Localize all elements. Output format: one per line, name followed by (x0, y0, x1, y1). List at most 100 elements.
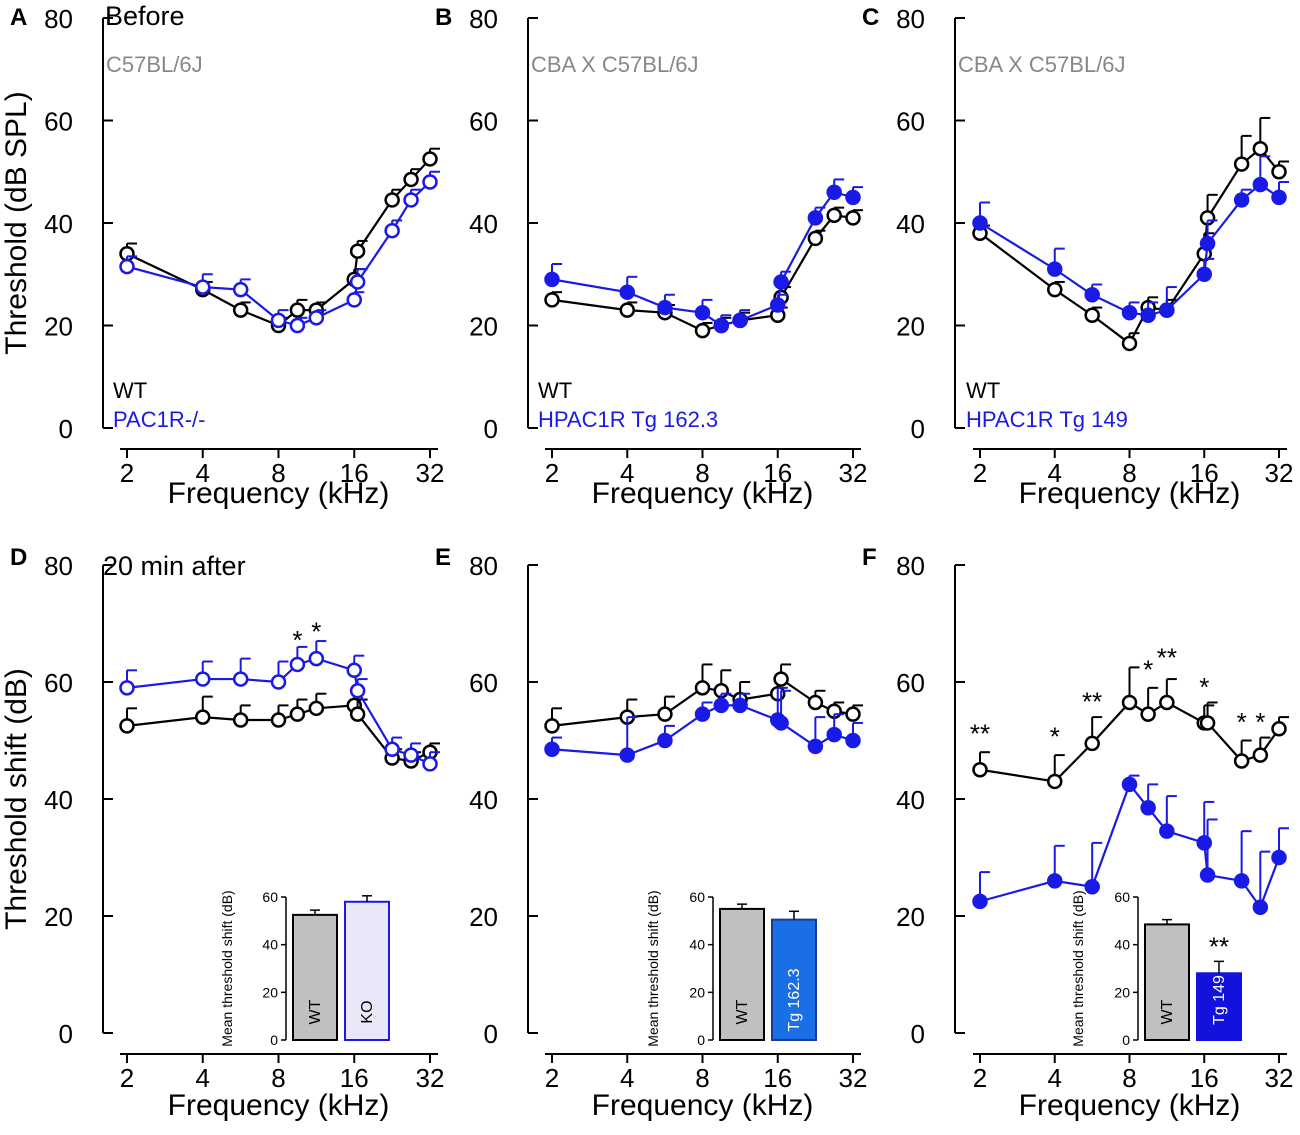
significance-star: * (1143, 654, 1153, 684)
data-point (1047, 773, 1063, 790)
inset-y-tick-label: 60 (689, 889, 705, 905)
data-point (773, 671, 789, 687)
data-point (1252, 176, 1269, 193)
data-point (1159, 302, 1175, 318)
inset-y-tick-label: 60 (1114, 889, 1130, 905)
data-point (308, 310, 325, 326)
data-point (119, 258, 135, 275)
x-tick-label: 4 (196, 458, 210, 488)
panel-d: D 0 20 40 60 80 2 4 8 16 32 Frequency (kHz) Threshol… (0, 544, 444, 1122)
series-line (979, 701, 1280, 783)
y-tick-label: 80 (896, 4, 925, 34)
y-tick-label: 80 (44, 551, 73, 581)
y-tick-label: 80 (469, 551, 498, 581)
data-point (826, 207, 842, 224)
data-point (289, 706, 306, 722)
x-tick-label: 4 (620, 458, 634, 488)
data-point (308, 700, 325, 717)
y-axis-label: Threshold (dB SPL) (0, 91, 33, 354)
strain-label: CBA X C57BL/6J (531, 52, 699, 77)
data-point (349, 243, 366, 259)
panel-letter: B (435, 4, 452, 31)
x-tick-label: 8 (271, 458, 285, 488)
series-hpac1r-tg-162-3 (544, 178, 863, 334)
y-tick-label: 40 (896, 785, 925, 815)
y-tick-label: 60 (44, 107, 73, 137)
data-point (544, 718, 560, 734)
data-point (826, 184, 842, 200)
inset-bar-label: KO (359, 1000, 376, 1023)
inset-bar (771, 918, 817, 1041)
x-tick-label: 2 (973, 1063, 987, 1093)
data-point (657, 299, 673, 316)
inset-y-axis-label: Mean threshold shift (dB) (1070, 890, 1086, 1046)
inset-bar-chart: 0 20 40 60 Mean threshold shift (dB) WT Tg 149… (1070, 889, 1242, 1048)
x-tick-label: 16 (340, 1063, 369, 1093)
data-point (403, 192, 419, 208)
y-tick-label: 40 (44, 785, 73, 815)
significance-star: ** (970, 719, 990, 749)
x-tick-label: 8 (1122, 458, 1136, 488)
legend-entry: HPAC1R Tg 149 (966, 407, 1128, 432)
significance-star: * (311, 616, 321, 646)
data-point (1084, 307, 1100, 323)
inset-bar-label: Tg 149 (1211, 975, 1228, 1025)
x-tick-label: 2 (545, 458, 559, 488)
inset-y-axis-label: Mean threshold shift (dB) (645, 890, 661, 1046)
inset-bar-label: WT (1159, 999, 1176, 1024)
data-point (1199, 235, 1216, 252)
y-tick-label: 60 (896, 668, 925, 698)
y-tick-label: 40 (469, 209, 498, 239)
y-tick-label: 20 (44, 312, 73, 342)
data-point (1233, 873, 1250, 889)
data-point (232, 302, 249, 318)
data-point (807, 738, 824, 755)
legend-entry: HPAC1R Tg 162.3 (538, 407, 718, 432)
data-point (403, 171, 419, 188)
data-point (1233, 192, 1250, 208)
inset-y-axis-label: Mean threshold shift (dB) (219, 890, 235, 1046)
data-point (845, 210, 861, 226)
y-tick-label: 20 (896, 312, 925, 342)
inset-y-tick-label: 40 (1114, 937, 1130, 953)
y-axis-label: Threshold shift (dB) (0, 668, 33, 930)
x-axis-label: Frequency (kHz) (1019, 477, 1241, 510)
data-point (195, 279, 211, 295)
x-tick-label: 2 (973, 458, 987, 488)
y-tick-label: 60 (469, 107, 498, 137)
y-tick-label: 80 (44, 4, 73, 34)
data-point (384, 222, 400, 239)
y-tick-label: 20 (469, 312, 498, 342)
inset-y-tick-label: 20 (689, 984, 705, 1000)
data-point (1271, 189, 1287, 206)
data-point (694, 706, 711, 722)
inset-bar (292, 913, 338, 1041)
x-tick-label: 4 (196, 1063, 210, 1093)
series-tg-149 (972, 774, 1289, 915)
panel-letter: F (862, 544, 877, 571)
data-point (1047, 281, 1063, 298)
x-axis-label: Frequency (kHz) (168, 477, 390, 510)
x-tick-label: 16 (1190, 1063, 1219, 1093)
data-point (232, 281, 249, 298)
data-point (972, 893, 988, 910)
x-tick-label: 16 (763, 1063, 792, 1093)
significance-star: * (292, 625, 302, 655)
x-tick-label: 32 (839, 458, 868, 488)
series-line (126, 181, 431, 327)
inset-significance-star: ** (1209, 931, 1229, 961)
data-point (289, 656, 306, 673)
data-point (403, 747, 419, 763)
x-tick-label: 16 (340, 458, 369, 488)
y-tick-label: 40 (44, 209, 73, 239)
inset-y-tick-label: 40 (262, 937, 278, 953)
y-tick-label: 60 (896, 107, 925, 137)
data-point (1271, 849, 1287, 866)
data-point (119, 680, 135, 696)
y-tick-label: 40 (469, 785, 498, 815)
data-point (732, 697, 748, 714)
data-point (1121, 304, 1138, 321)
data-point (732, 312, 748, 329)
